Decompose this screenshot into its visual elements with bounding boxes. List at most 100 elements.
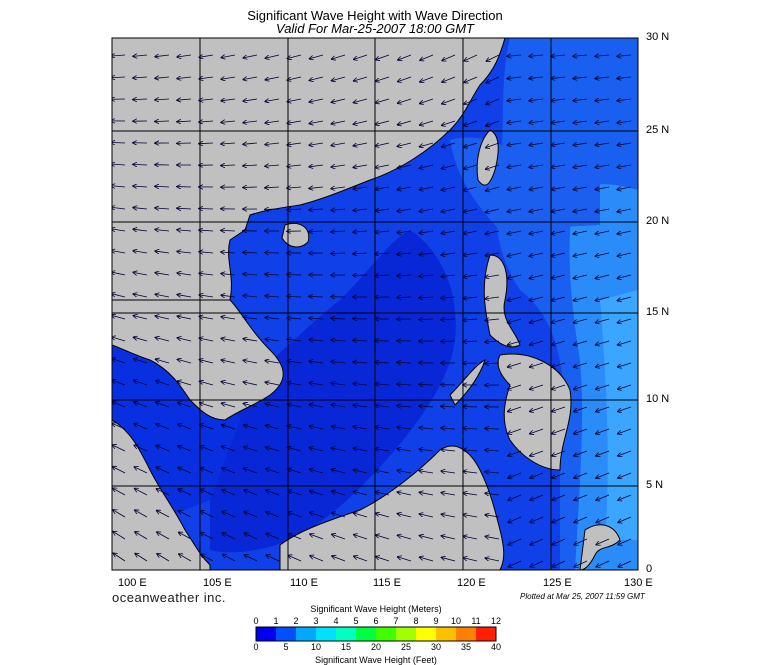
wave-arrow [574, 406, 588, 412]
wave-arrow [199, 273, 214, 275]
wave-arrow [573, 230, 588, 234]
wave-arrow [617, 296, 632, 301]
wave-arrow [441, 536, 456, 540]
wave-arrow [485, 450, 500, 451]
wave-arrow [551, 230, 566, 234]
wave-arrow [287, 99, 302, 102]
wave-arrow [573, 165, 588, 167]
legend-feet-tick: 20 [370, 642, 381, 652]
wave-arrow [243, 143, 258, 144]
wave-arrow [331, 120, 346, 124]
wave-arrow [596, 450, 610, 456]
wave-arrow [552, 516, 566, 522]
wave-arrow [309, 426, 324, 430]
wave-arrow [155, 77, 170, 78]
wave-arrow [552, 450, 566, 456]
wave-arrow [243, 274, 258, 275]
wave-arrow [375, 362, 390, 363]
wave-arrow [507, 252, 522, 256]
wave-arrow [375, 275, 390, 276]
wave-arrow [112, 315, 126, 320]
wave-arrow [618, 362, 632, 367]
wave-arrow [157, 554, 170, 562]
wave-arrow [353, 165, 368, 167]
wave-arrow [397, 275, 412, 276]
wave-arrow [155, 208, 170, 209]
wave-arrow [135, 554, 148, 562]
wave-arrow [265, 425, 280, 430]
wave-arrow [595, 187, 610, 190]
wave-arrow [530, 494, 544, 500]
wave-arrow [618, 516, 632, 522]
wave-arrow [199, 295, 214, 297]
wave-arrow [596, 494, 610, 500]
wave-arrow [331, 98, 346, 102]
wave-arrow [441, 493, 456, 495]
wave-arrow [266, 512, 280, 518]
wave-arrow [178, 424, 192, 430]
wave-arrow [398, 120, 412, 125]
wave-arrow [288, 491, 302, 496]
wave-arrow [397, 470, 412, 473]
wave-arrow [157, 510, 170, 518]
wave-arrow [574, 538, 588, 545]
land-indochina [112, 299, 284, 421]
wave-arrow [618, 450, 632, 456]
wave-arrow [595, 143, 610, 145]
wave-arrow [573, 274, 588, 278]
wave-arrow [530, 318, 544, 323]
wave-arrow [179, 554, 192, 562]
wave-arrow [200, 403, 214, 408]
wave-arrow [508, 494, 522, 500]
wave-arrow [113, 467, 126, 474]
wave-arrow [397, 297, 412, 298]
wave-arrow [419, 164, 434, 168]
wave-arrow [596, 516, 610, 522]
wave-arrow [221, 317, 236, 319]
wave-arrow [243, 317, 258, 319]
wave-arrow [332, 54, 346, 59]
wave-arrow [551, 208, 566, 212]
wave-arrow [463, 341, 478, 342]
wave-arrow [222, 490, 236, 496]
legend-feet-tick: 5 [283, 642, 289, 652]
wave-arrow [596, 428, 610, 434]
wave-arrow [507, 55, 522, 56]
legend-colorbar [255, 626, 497, 642]
wave-arrow [199, 381, 214, 386]
wave-arrow [221, 165, 236, 166]
wave-arrow [463, 471, 478, 473]
wave-arrow [134, 424, 148, 430]
wave-arrow [309, 340, 324, 341]
wave-arrow [617, 274, 632, 278]
wave-arrow [596, 340, 610, 345]
wave-arrow [178, 467, 192, 474]
wave-arrow [618, 340, 632, 345]
wave-arrow [113, 488, 126, 496]
wave-arrow [309, 121, 324, 124]
wave-arrow [464, 120, 478, 126]
wave-arrow [419, 536, 434, 540]
wave-arrow [309, 187, 324, 188]
wave-arrow [309, 209, 324, 210]
wave-arrow [112, 186, 126, 187]
wave-arrow [222, 533, 236, 540]
wave-arrow [398, 557, 412, 562]
wave-arrow [244, 447, 258, 452]
wave-arrow [397, 492, 412, 496]
lat-label-10n: 10 N [646, 393, 670, 405]
wave-arrow [530, 538, 544, 545]
wave-arrow [507, 230, 522, 234]
wave-arrow [221, 252, 236, 253]
wave-arrow [265, 274, 280, 275]
wave-arrow [508, 406, 522, 412]
wave-arrow [507, 143, 522, 145]
wave-arrow [551, 77, 566, 79]
wave-arrow [595, 121, 610, 123]
wave-arrow [420, 98, 434, 103]
wave-arrow [155, 316, 170, 320]
wave-arrow [309, 383, 324, 385]
wave-arrow [551, 252, 566, 256]
wave-arrow [507, 208, 522, 212]
wave-arrow [133, 208, 148, 209]
